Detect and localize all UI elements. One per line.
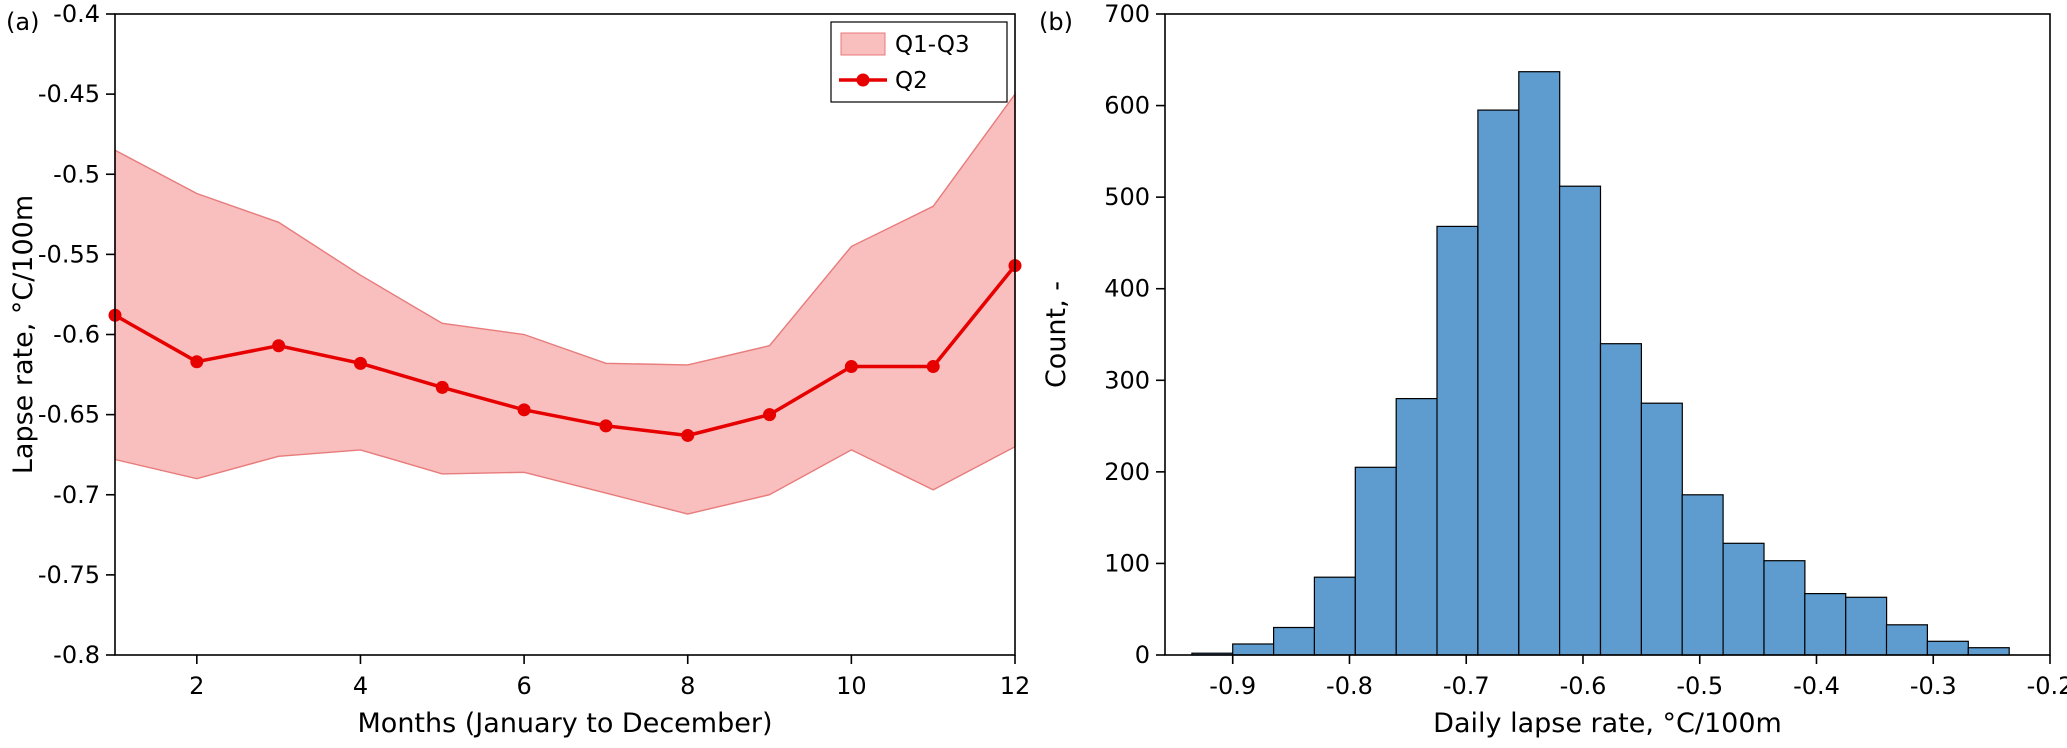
q2-marker (926, 360, 940, 374)
histogram-bar (1926, 640, 1969, 656)
x-tick-label-b: -0.3 (1910, 672, 1957, 700)
x-tick-label-a: 10 (836, 672, 867, 700)
histogram-bar (1558, 185, 1602, 656)
y-tick-label-a: -0.45 (38, 80, 100, 108)
axes-box-b (1164, 13, 2051, 656)
x-tick-label-b: -0.7 (1443, 672, 1490, 700)
q2-median-line (114, 264, 1017, 438)
y-tick-label-b: 200 (1104, 458, 1150, 486)
x-tick-label-b: -0.8 (1326, 672, 1373, 700)
y-axis-label-a: Lapse rate, °C/100m (8, 195, 39, 474)
x-tick-label-b: -0.6 (1560, 672, 1607, 700)
y-tick-label-b: 700 (1104, 0, 1150, 28)
q2-marker (681, 428, 695, 442)
panel-a-chart: 2 4 6 8 10 12 -0.4 -0.45 -0.5 -0.55 -0.6 -0.65 -0.7 -… (0, 0, 1033, 748)
histogram-bar (1232, 643, 1275, 656)
x-tick-label-b: -0.5 (1676, 672, 1723, 700)
y-tick-label-b: 600 (1104, 92, 1150, 120)
q2-marker (844, 360, 858, 374)
histogram-bar (1640, 402, 1683, 656)
x-tick-label-b: -0.2 (2027, 672, 2067, 700)
panel-label-a: (a) (6, 8, 40, 36)
y-tick-label-a: -0.6 (53, 321, 100, 349)
histogram-bar (1354, 466, 1397, 656)
histogram-bar (1845, 596, 1888, 656)
q2-marker (190, 355, 204, 369)
panel-label-b: (b) (1039, 8, 1073, 36)
y-tick-label-a: -0.55 (38, 240, 100, 268)
q2-marker (435, 380, 449, 394)
histogram-bar (1599, 343, 1643, 656)
legend-band-swatch (840, 32, 886, 56)
y-tick-label-a: -0.7 (53, 481, 100, 509)
x-tick-label-b: -0.4 (1793, 672, 1840, 700)
x-axis-label-a: Months (January to December) (358, 708, 773, 739)
y-axis-label-b: Count, - (1041, 281, 1072, 388)
x-tick-label-a: 4 (353, 672, 368, 700)
x-tick-label-a: 12 (1000, 672, 1031, 700)
y-tick-label-b: 400 (1104, 275, 1150, 303)
histogram-bar (1763, 560, 1806, 656)
histogram-bar (1313, 576, 1356, 656)
histogram-bar (1518, 71, 1561, 656)
q2-marker (517, 403, 531, 417)
histogram-bar (1436, 225, 1479, 656)
y-tick-label-b: 300 (1104, 366, 1150, 394)
histogram-bar (1681, 494, 1724, 656)
q2-marker (272, 339, 286, 353)
histogram-bar (1804, 592, 1847, 656)
y-tick-label-b: 500 (1104, 183, 1150, 211)
histogram-bar (1273, 626, 1316, 656)
histogram-bar (1885, 624, 1929, 656)
x-axis-label-b: Daily lapse rate, °C/100m (1433, 708, 1782, 739)
histogram-bar (1722, 542, 1765, 656)
y-tick-label-b: 0 (1135, 641, 1150, 669)
histogram-bar (1967, 647, 2010, 656)
y-tick-label-a: -0.5 (53, 160, 100, 188)
legend-q2-marker (856, 73, 870, 87)
y-tick-label-a: -0.8 (53, 641, 100, 669)
x-tick-label-b: -0.9 (1209, 672, 1256, 700)
q2-marker (599, 419, 613, 433)
histogram-bar (1395, 398, 1438, 656)
y-tick-label-a: -0.75 (38, 561, 100, 589)
q2-marker (763, 408, 777, 422)
x-tick-label-a: 2 (189, 672, 204, 700)
legend-label-q1q3: Q1-Q3 (895, 32, 970, 58)
q1-q3-band (114, 91, 1016, 515)
y-tick-label-a: -0.4 (53, 0, 100, 28)
y-tick-label-a: -0.65 (38, 401, 100, 429)
x-tick-label-a: 8 (680, 672, 695, 700)
panel-b-chart: -0.9 -0.8 -0.7 -0.6 -0.5 -0.4 -0.3 -0.2 0 100 200 3… (1033, 0, 2067, 748)
legend-label-q2: Q2 (895, 68, 928, 94)
histogram-bar (1477, 109, 1520, 656)
y-tick-label-b: 100 (1104, 549, 1150, 577)
x-tick-label-a: 6 (516, 672, 531, 700)
q2-marker (353, 356, 367, 370)
